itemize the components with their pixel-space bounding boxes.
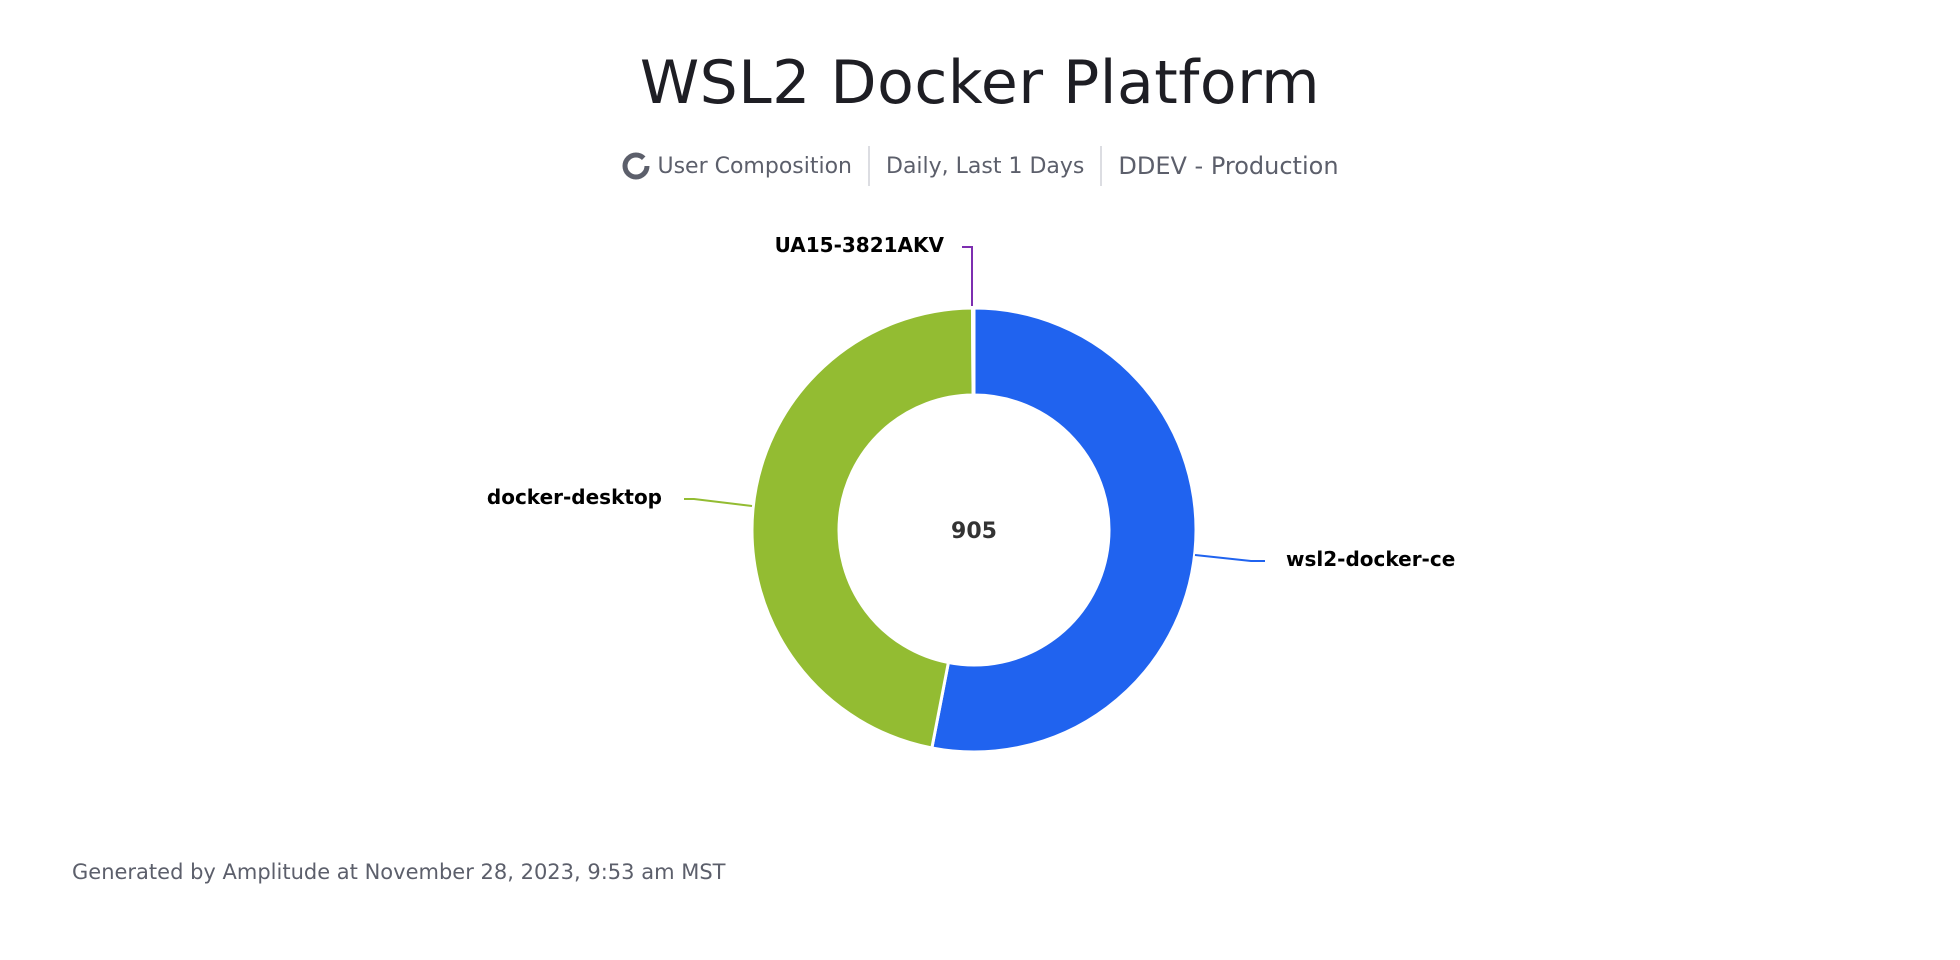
slice-label: UA15-3821AKV — [775, 233, 945, 257]
footer-note: Generated by Amplitude at November 28, 2… — [72, 860, 726, 884]
interval: Daily, Last 1 Days — [886, 153, 1085, 179]
center-total: 905 — [951, 519, 997, 544]
donut-icon — [622, 152, 650, 180]
slice-UA15-3821AKV[interactable] — [970, 306, 976, 397]
leader-line — [684, 498, 753, 507]
leader-line — [1194, 554, 1265, 562]
leader-line — [962, 246, 973, 306]
slice-label: wsl2-docker-ce — [1286, 547, 1455, 571]
divider — [868, 146, 870, 186]
page-title: WSL2 Docker Platform — [639, 48, 1321, 118]
project: DDEV - Production — [1118, 152, 1339, 180]
chart-kind: User Composition — [657, 153, 852, 179]
slice-label: docker-desktop — [487, 485, 662, 509]
chart-subtitle: User Composition Daily, Last 1 Days DDEV… — [0, 146, 1960, 186]
slice-docker-desktop[interactable] — [750, 306, 975, 750]
slice-wsl2-docker-ce[interactable] — [930, 306, 1198, 754]
divider — [1100, 146, 1103, 186]
